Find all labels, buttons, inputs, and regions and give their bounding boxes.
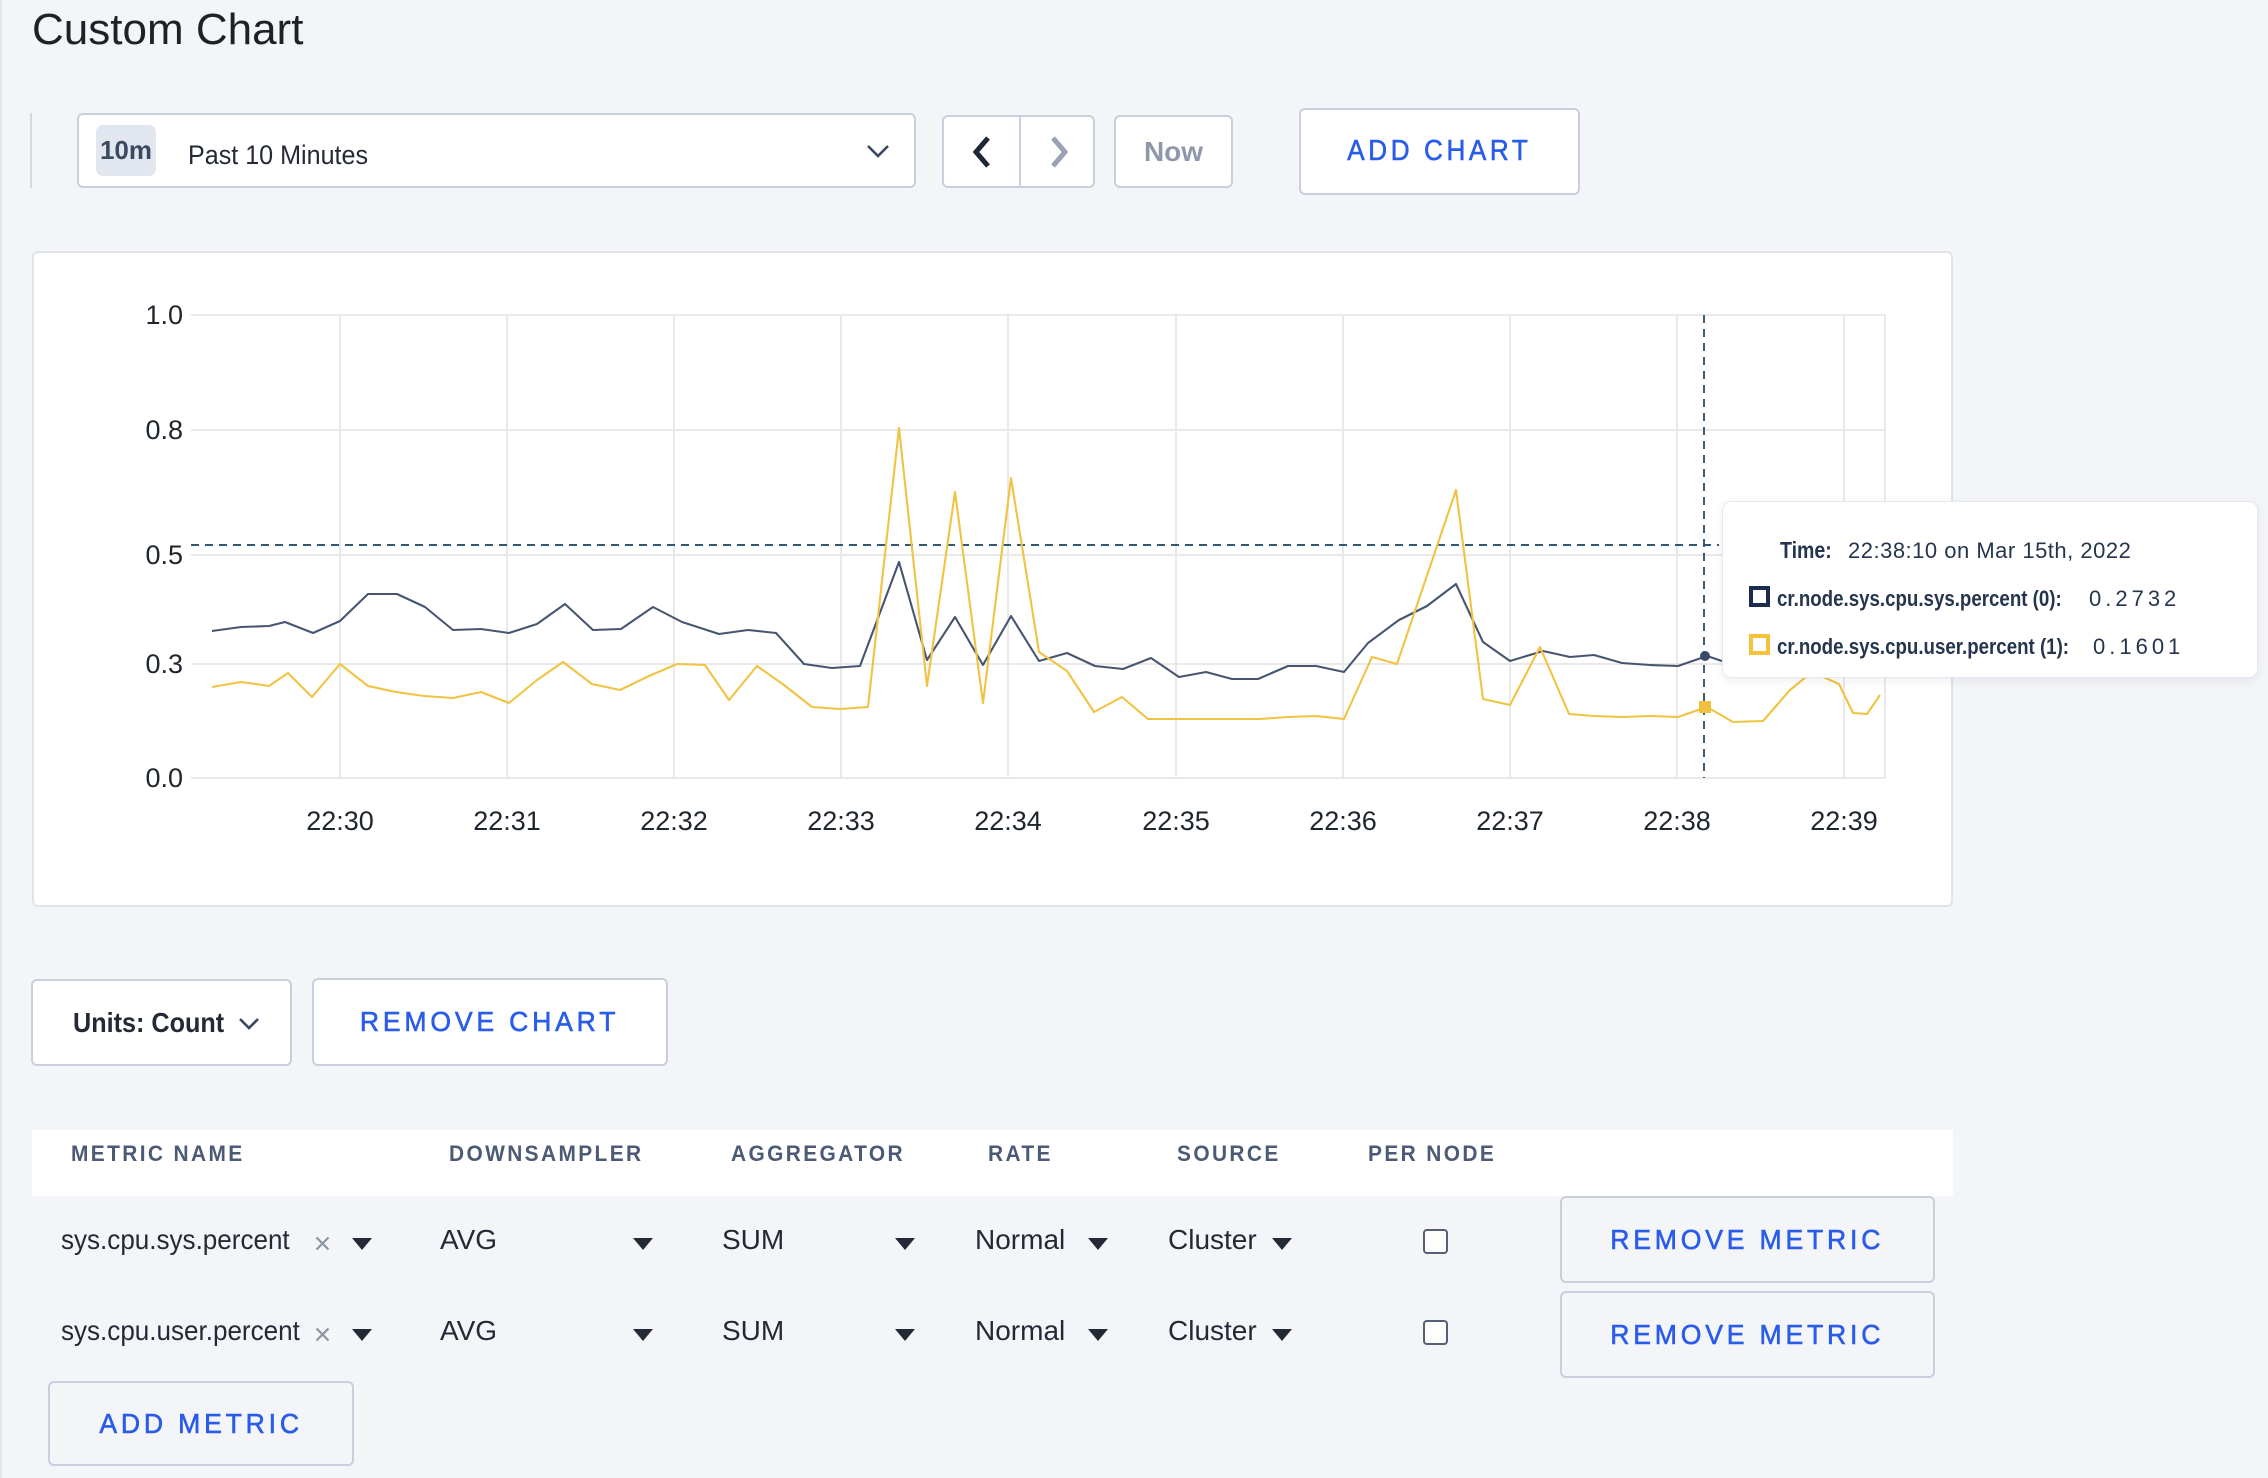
svg-text:22:35: 22:35 bbox=[1142, 806, 1210, 836]
svg-text:0.0: 0.0 bbox=[145, 763, 183, 793]
svg-text:22:31: 22:31 bbox=[473, 806, 541, 836]
svg-text:22:34: 22:34 bbox=[974, 806, 1042, 836]
svg-text:22:37: 22:37 bbox=[1476, 806, 1544, 836]
svg-text:22:36: 22:36 bbox=[1309, 806, 1377, 836]
svg-text:22:38: 22:38 bbox=[1643, 806, 1711, 836]
svg-text:22:30: 22:30 bbox=[306, 806, 374, 836]
svg-text:22:32: 22:32 bbox=[640, 806, 708, 836]
svg-text:0.8: 0.8 bbox=[145, 415, 183, 445]
svg-text:22:39: 22:39 bbox=[1810, 806, 1878, 836]
svg-text:22:33: 22:33 bbox=[807, 806, 875, 836]
svg-text:0.5: 0.5 bbox=[145, 540, 183, 570]
svg-text:1.0: 1.0 bbox=[145, 300, 183, 330]
svg-text:0.3: 0.3 bbox=[145, 649, 183, 679]
